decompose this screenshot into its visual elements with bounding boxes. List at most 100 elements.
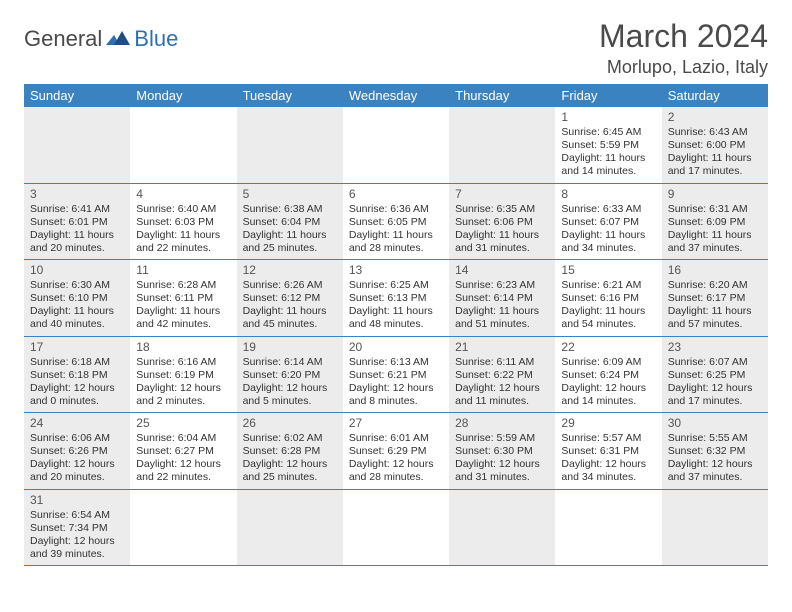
cell-sunrise: Sunrise: 6:45 AM [561, 126, 655, 139]
day-header: Tuesday [237, 84, 343, 107]
cell-sunrise: Sunrise: 6:16 AM [136, 356, 230, 369]
cell-day1: Daylight: 12 hours [455, 382, 549, 395]
cell-day2: and 8 minutes. [349, 395, 443, 408]
day-number: 31 [30, 493, 124, 508]
calendar-cell: 5Sunrise: 6:38 AMSunset: 6:04 PMDaylight… [237, 183, 343, 260]
calendar-cell: 31Sunrise: 6:54 AMSunset: 7:34 PMDayligh… [24, 489, 130, 566]
cell-day1: Daylight: 11 hours [243, 229, 337, 242]
title-block: March 2024 Morlupo, Lazio, Italy [599, 18, 768, 78]
day-number: 6 [349, 187, 443, 202]
cell-sunset: Sunset: 6:21 PM [349, 369, 443, 382]
cell-day1: Daylight: 12 hours [30, 382, 124, 395]
calendar-cell: 4Sunrise: 6:40 AMSunset: 6:03 PMDaylight… [130, 183, 236, 260]
cell-day2: and 40 minutes. [30, 318, 124, 331]
calendar-cell: 25Sunrise: 6:04 AMSunset: 6:27 PMDayligh… [130, 413, 236, 490]
cell-day2: and 25 minutes. [243, 471, 337, 484]
cell-sunrise: Sunrise: 5:55 AM [668, 432, 762, 445]
cell-sunset: Sunset: 6:19 PM [136, 369, 230, 382]
cell-day2: and 48 minutes. [349, 318, 443, 331]
cell-sunrise: Sunrise: 6:21 AM [561, 279, 655, 292]
cell-sunset: Sunset: 6:30 PM [455, 445, 549, 458]
cell-day1: Daylight: 11 hours [30, 305, 124, 318]
cell-day2: and 51 minutes. [455, 318, 549, 331]
flag-icon [106, 27, 132, 52]
day-number: 1 [561, 110, 655, 125]
day-header: Monday [130, 84, 236, 107]
cell-sunset: Sunset: 6:04 PM [243, 216, 337, 229]
cell-day1: Daylight: 12 hours [561, 458, 655, 471]
calendar-cell: 15Sunrise: 6:21 AMSunset: 6:16 PMDayligh… [555, 260, 661, 337]
day-number: 27 [349, 416, 443, 431]
calendar-table: SundayMondayTuesdayWednesdayThursdayFrid… [24, 84, 768, 566]
cell-sunset: Sunset: 6:05 PM [349, 216, 443, 229]
day-header: Friday [555, 84, 661, 107]
cell-day2: and 20 minutes. [30, 471, 124, 484]
cell-day2: and 22 minutes. [136, 471, 230, 484]
day-header: Saturday [662, 84, 768, 107]
calendar-cell: 14Sunrise: 6:23 AMSunset: 6:14 PMDayligh… [449, 260, 555, 337]
cell-sunset: Sunset: 6:31 PM [561, 445, 655, 458]
day-number: 10 [30, 263, 124, 278]
cell-day2: and 57 minutes. [668, 318, 762, 331]
cell-sunrise: Sunrise: 6:04 AM [136, 432, 230, 445]
day-number: 2 [668, 110, 762, 125]
day-header: Thursday [449, 84, 555, 107]
day-number: 13 [349, 263, 443, 278]
calendar-week: 17Sunrise: 6:18 AMSunset: 6:18 PMDayligh… [24, 336, 768, 413]
calendar-cell [662, 489, 768, 566]
calendar-cell [24, 107, 130, 183]
day-number: 22 [561, 340, 655, 355]
day-number: 25 [136, 416, 230, 431]
cell-day2: and 28 minutes. [349, 471, 443, 484]
day-number: 15 [561, 263, 655, 278]
cell-day2: and 11 minutes. [455, 395, 549, 408]
calendar-body: 1Sunrise: 6:45 AMSunset: 5:59 PMDaylight… [24, 107, 768, 566]
calendar-page: General Blue March 2024 Morlupo, Lazio, … [0, 0, 792, 584]
cell-sunset: Sunset: 6:32 PM [668, 445, 762, 458]
calendar-cell: 3Sunrise: 6:41 AMSunset: 6:01 PMDaylight… [24, 183, 130, 260]
cell-day2: and 5 minutes. [243, 395, 337, 408]
day-number: 29 [561, 416, 655, 431]
cell-sunset: Sunset: 6:10 PM [30, 292, 124, 305]
calendar-cell [130, 107, 236, 183]
cell-day2: and 39 minutes. [30, 548, 124, 561]
calendar-cell [555, 489, 661, 566]
day-number: 17 [30, 340, 124, 355]
calendar-cell: 18Sunrise: 6:16 AMSunset: 6:19 PMDayligh… [130, 336, 236, 413]
calendar-cell: 16Sunrise: 6:20 AMSunset: 6:17 PMDayligh… [662, 260, 768, 337]
cell-day2: and 31 minutes. [455, 471, 549, 484]
day-number: 21 [455, 340, 549, 355]
cell-day2: and 14 minutes. [561, 165, 655, 178]
cell-sunrise: Sunrise: 6:01 AM [349, 432, 443, 445]
cell-day1: Daylight: 11 hours [349, 229, 443, 242]
calendar-cell [237, 489, 343, 566]
header-row: General Blue March 2024 Morlupo, Lazio, … [24, 18, 768, 78]
cell-day1: Daylight: 12 hours [136, 382, 230, 395]
calendar-cell: 19Sunrise: 6:14 AMSunset: 6:20 PMDayligh… [237, 336, 343, 413]
day-number: 30 [668, 416, 762, 431]
brand-text-2: Blue [134, 26, 178, 52]
day-number: 24 [30, 416, 124, 431]
day-number: 7 [455, 187, 549, 202]
cell-day1: Daylight: 11 hours [455, 305, 549, 318]
location-subtitle: Morlupo, Lazio, Italy [599, 57, 768, 78]
cell-day1: Daylight: 11 hours [30, 229, 124, 242]
cell-sunset: Sunset: 6:00 PM [668, 139, 762, 152]
calendar-cell: 27Sunrise: 6:01 AMSunset: 6:29 PMDayligh… [343, 413, 449, 490]
cell-sunset: Sunset: 6:09 PM [668, 216, 762, 229]
cell-sunrise: Sunrise: 6:33 AM [561, 203, 655, 216]
cell-sunset: Sunset: 6:06 PM [455, 216, 549, 229]
calendar-cell: 7Sunrise: 6:35 AMSunset: 6:06 PMDaylight… [449, 183, 555, 260]
day-number: 20 [349, 340, 443, 355]
cell-day1: Daylight: 11 hours [136, 229, 230, 242]
calendar-cell: 21Sunrise: 6:11 AMSunset: 6:22 PMDayligh… [449, 336, 555, 413]
calendar-cell: 17Sunrise: 6:18 AMSunset: 6:18 PMDayligh… [24, 336, 130, 413]
cell-sunrise: Sunrise: 6:35 AM [455, 203, 549, 216]
cell-sunset: Sunset: 6:26 PM [30, 445, 124, 458]
cell-day2: and 42 minutes. [136, 318, 230, 331]
day-number: 19 [243, 340, 337, 355]
cell-day1: Daylight: 12 hours [668, 458, 762, 471]
calendar-week: 31Sunrise: 6:54 AMSunset: 7:34 PMDayligh… [24, 489, 768, 566]
cell-sunset: Sunset: 6:14 PM [455, 292, 549, 305]
cell-day1: Daylight: 12 hours [243, 458, 337, 471]
